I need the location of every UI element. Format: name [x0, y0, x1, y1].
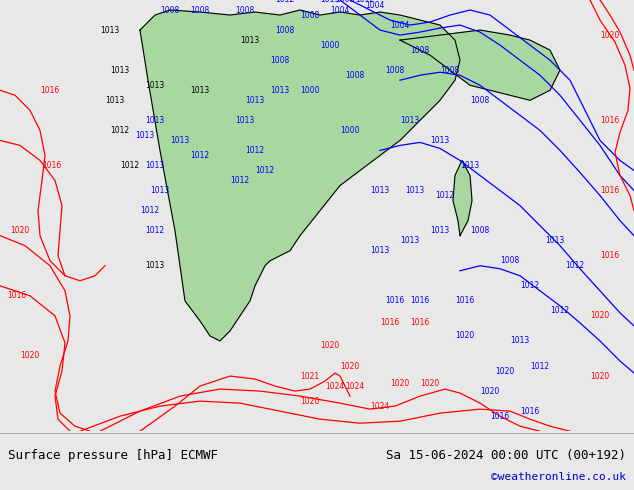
Text: 1000: 1000	[340, 126, 359, 135]
Text: 1020: 1020	[20, 351, 39, 361]
Text: 1020: 1020	[320, 342, 340, 350]
Text: 1012: 1012	[531, 362, 550, 370]
Text: 1024: 1024	[370, 402, 390, 411]
Text: 1008: 1008	[160, 5, 179, 15]
Text: 1013: 1013	[460, 161, 480, 170]
Text: 1013: 1013	[145, 116, 165, 125]
Text: 1008: 1008	[346, 71, 365, 80]
Text: 1004: 1004	[365, 0, 385, 9]
Text: 1008: 1008	[385, 66, 404, 74]
Text: 1012: 1012	[550, 306, 569, 316]
Text: 1004: 1004	[330, 5, 350, 15]
Text: 1013: 1013	[401, 236, 420, 245]
Text: 1020: 1020	[10, 226, 30, 235]
Text: 1012: 1012	[521, 281, 540, 290]
Text: 1013: 1013	[320, 0, 340, 4]
Text: 1012: 1012	[145, 226, 165, 235]
Text: 1020: 1020	[590, 371, 610, 381]
Text: 1008: 1008	[270, 56, 290, 65]
Text: 1012: 1012	[356, 0, 375, 4]
Text: 1020: 1020	[301, 396, 320, 406]
Text: 1008: 1008	[190, 5, 210, 15]
Text: 1013: 1013	[401, 116, 420, 125]
Text: 1008: 1008	[410, 46, 430, 55]
Text: 1024: 1024	[325, 382, 345, 391]
Text: 1012: 1012	[566, 261, 585, 270]
Text: 1013: 1013	[145, 81, 165, 90]
Text: 1013: 1013	[100, 25, 120, 35]
Text: 1016: 1016	[521, 407, 540, 416]
Text: 1013: 1013	[145, 161, 165, 170]
Text: 1004: 1004	[391, 21, 410, 29]
Text: 1013: 1013	[245, 96, 264, 105]
Text: 1013: 1013	[136, 131, 155, 140]
Text: 1024: 1024	[346, 382, 365, 391]
Text: 1008: 1008	[470, 226, 489, 235]
Text: 1020: 1020	[495, 367, 515, 375]
Text: 1008: 1008	[275, 25, 295, 35]
Text: 1020: 1020	[340, 362, 359, 370]
Text: 1013: 1013	[171, 136, 190, 145]
Text: 1016: 1016	[42, 161, 61, 170]
Text: Surface pressure [hPa] ECMWF: Surface pressure [hPa] ECMWF	[8, 449, 218, 462]
Text: 1000: 1000	[320, 41, 340, 49]
Polygon shape	[453, 160, 472, 236]
Text: 1013: 1013	[150, 186, 170, 195]
Text: 1013: 1013	[545, 236, 565, 245]
Text: 1012: 1012	[141, 206, 160, 215]
Text: 1016: 1016	[600, 251, 619, 260]
Text: 1013: 1013	[105, 96, 125, 105]
Text: 1012: 1012	[120, 161, 139, 170]
Text: 1013: 1013	[190, 86, 210, 95]
Text: 1016: 1016	[41, 86, 60, 95]
Text: 1000: 1000	[301, 86, 320, 95]
Text: 1016: 1016	[600, 116, 619, 125]
Text: 1021: 1021	[301, 371, 320, 381]
Text: 1012: 1012	[230, 176, 250, 185]
Polygon shape	[140, 10, 460, 341]
Text: 1016: 1016	[8, 292, 27, 300]
Polygon shape	[400, 30, 560, 100]
Text: 1012: 1012	[110, 126, 129, 135]
Text: 1016: 1016	[600, 186, 619, 195]
Text: 1012: 1012	[275, 0, 295, 4]
Text: 1008: 1008	[301, 11, 320, 20]
Text: 1013: 1013	[430, 136, 450, 145]
Text: 1020: 1020	[455, 331, 475, 341]
Text: 1013: 1013	[370, 246, 390, 255]
Text: 1020: 1020	[590, 311, 610, 320]
Text: 1013: 1013	[270, 86, 290, 95]
Text: 1016: 1016	[380, 318, 399, 327]
Text: 1013: 1013	[430, 226, 450, 235]
Text: 1020: 1020	[391, 379, 410, 388]
Text: 1013: 1013	[145, 261, 165, 270]
Text: 1013: 1013	[370, 186, 390, 195]
Text: 1016: 1016	[455, 296, 475, 305]
Text: ©weatheronline.co.uk: ©weatheronline.co.uk	[491, 472, 626, 482]
Text: Sa 15-06-2024 00:00 UTC (00+192): Sa 15-06-2024 00:00 UTC (00+192)	[386, 449, 626, 462]
Text: 1008: 1008	[500, 256, 520, 265]
Text: 1016: 1016	[385, 296, 404, 305]
Text: 1013: 1013	[110, 66, 129, 74]
Text: 1012: 1012	[436, 191, 455, 200]
Text: 1016: 1016	[410, 318, 430, 327]
Text: 1016: 1016	[490, 412, 510, 420]
Text: 1008: 1008	[235, 5, 255, 15]
Text: 1012: 1012	[190, 151, 210, 160]
Text: 1016: 1016	[410, 296, 430, 305]
Text: 1013: 1013	[405, 186, 425, 195]
Text: 1020: 1020	[420, 379, 439, 388]
Text: 1020: 1020	[481, 387, 500, 395]
Text: 1008: 1008	[441, 66, 460, 74]
Text: 1008: 1008	[335, 0, 354, 4]
Text: 1020: 1020	[600, 30, 619, 40]
Text: 1012: 1012	[256, 166, 275, 175]
Text: 1013: 1013	[510, 337, 529, 345]
Text: 1012: 1012	[245, 146, 264, 155]
Text: 1013: 1013	[240, 36, 260, 45]
Text: 1013: 1013	[235, 116, 255, 125]
Text: 1008: 1008	[470, 96, 489, 105]
